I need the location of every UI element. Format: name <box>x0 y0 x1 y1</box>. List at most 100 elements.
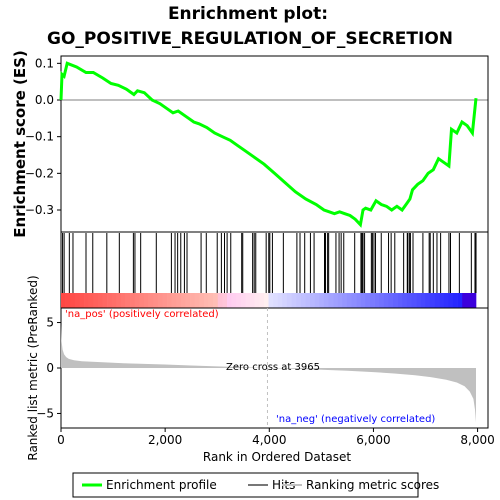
color-bar-segment <box>383 293 389 308</box>
color-bar-segment <box>337 293 343 308</box>
color-bar-segment <box>245 293 251 308</box>
color-bar-segment <box>439 293 445 308</box>
color-bar-segment <box>153 293 159 308</box>
color-bar-segment <box>411 293 417 308</box>
color-bar-segment <box>194 293 200 308</box>
color-bar-segment <box>65 293 71 308</box>
color-bar-segment <box>217 293 223 308</box>
color-bar-segment <box>397 293 403 308</box>
color-bar-segment <box>314 293 320 308</box>
color-bar-segment <box>393 293 398 308</box>
color-bar-segment <box>171 293 177 308</box>
color-bar-segment <box>471 293 477 308</box>
hits-panel <box>60 231 489 309</box>
color-bar-segment <box>296 293 302 308</box>
color-bar-segment <box>148 293 154 308</box>
color-bar-segment <box>254 293 260 308</box>
color-bar-segment <box>402 293 408 308</box>
color-bar-segment <box>282 293 288 308</box>
color-bar-segment <box>139 293 145 308</box>
color-bar-segment <box>167 293 172 308</box>
title-line-1: Enrichment plot: <box>168 4 328 24</box>
color-bar-segment <box>420 293 426 308</box>
color-bar-segment <box>107 293 113 308</box>
color-bar-segment <box>360 293 366 308</box>
color-bar-segment <box>208 293 214 308</box>
title-line-2: GO_POSITIVE_REGULATION_OF_SECRETION <box>47 29 453 49</box>
color-bar-segment <box>351 293 357 308</box>
color-bar-segment <box>425 293 431 308</box>
color-bar-segment <box>227 293 232 308</box>
legend-label: Enrichment profile <box>106 478 217 492</box>
es-y-tick-label: −0.2 <box>25 166 54 180</box>
color-bar-segment <box>144 293 149 308</box>
color-bar-segment <box>213 293 219 308</box>
enrichment-panel-frame <box>60 55 489 233</box>
x-tick-label: 4,000 <box>252 433 286 447</box>
color-bar-segment <box>185 293 191 308</box>
color-bar-segment <box>305 293 311 308</box>
color-bar-segment <box>319 293 325 308</box>
color-bar-segment <box>97 293 103 308</box>
zero-cross-annotation: Zero cross at 3965 <box>226 362 320 373</box>
metric-panel: 50−5 0 2,000 4,000 6,000 8,000 'na_pos' (pos… <box>26 275 495 464</box>
color-bar-segment <box>263 293 269 308</box>
color-bar-segment <box>457 293 463 308</box>
color-bar-segment <box>199 293 205 308</box>
color-bar-segment <box>310 293 315 308</box>
color-bar-segment <box>231 293 237 308</box>
color-bar-segment <box>176 293 182 308</box>
color-bar-segment <box>125 293 131 308</box>
color-bar-segment <box>369 293 375 308</box>
neg-annotation: 'na_neg' (negatively correlated) <box>276 414 435 425</box>
color-bar-segment <box>277 293 283 308</box>
color-bar-segment <box>333 293 338 308</box>
enrichment-profile-line <box>59 61 478 228</box>
color-bar-segment <box>429 293 435 308</box>
color-bar-segment <box>379 293 385 308</box>
color-bar-segment <box>448 293 454 308</box>
color-bar-segment <box>79 293 85 308</box>
enrichment-panel: 0.1 0.0 −0.1 −0.2 −0.3 Enrichment score (ES) <box>11 50 489 238</box>
color-bar-segment <box>88 293 94 308</box>
legend: Enrichment profile Hits Ranking metric sco… <box>72 472 439 498</box>
es-y-tick-label: −0.3 <box>25 203 54 217</box>
color-bar-segment <box>259 293 265 308</box>
color-bar-segment <box>120 293 126 308</box>
color-bar-segment <box>102 293 108 308</box>
color-bar-segment <box>406 293 412 308</box>
x-axis-label: Rank in Ordered Dataset <box>203 450 351 464</box>
x-tick-label: 8,000 <box>460 433 494 447</box>
color-bar-segment <box>466 293 472 308</box>
color-bar-segment <box>273 293 279 308</box>
metric-y-axis-label: Ranked list metric (PreRanked) <box>26 275 40 460</box>
metric-y-tick-label: −5 <box>36 406 54 420</box>
color-bar-segment <box>240 293 246 308</box>
color-bar-segment <box>116 293 122 308</box>
enrichment-y-axis-label: Enrichment score (ES) <box>11 50 29 238</box>
color-bar-segment <box>134 293 140 308</box>
color-bar-segment <box>162 293 168 308</box>
color-bar-segment <box>236 293 242 308</box>
color-bar-segment <box>443 293 449 308</box>
color-bar-segment <box>291 293 297 308</box>
metric-y-tick-label: 0 <box>46 361 54 375</box>
es-y-tick-label: −0.1 <box>25 130 54 144</box>
color-bar-segment <box>111 293 117 308</box>
color-bar-segment <box>323 293 329 308</box>
color-bar-segment <box>462 293 468 308</box>
color-bar-segment <box>180 293 186 308</box>
metric-y-tick-label: 5 <box>46 316 54 330</box>
color-bar-segment <box>203 293 209 308</box>
x-tick-label: 0 <box>57 433 65 447</box>
color-bar-segment <box>365 293 371 308</box>
pos-annotation: 'na_pos' (positively correlated) <box>65 309 219 320</box>
color-bar-segment <box>342 293 348 308</box>
color-bar-segment <box>434 293 440 308</box>
color-bar-segment <box>286 293 292 308</box>
color-bar-segment <box>61 293 66 308</box>
color-bar-segment <box>190 293 196 308</box>
x-tick-label: 6,000 <box>356 433 390 447</box>
color-bar-segment <box>157 293 163 308</box>
es-y-tick-label: 0.1 <box>35 56 54 70</box>
